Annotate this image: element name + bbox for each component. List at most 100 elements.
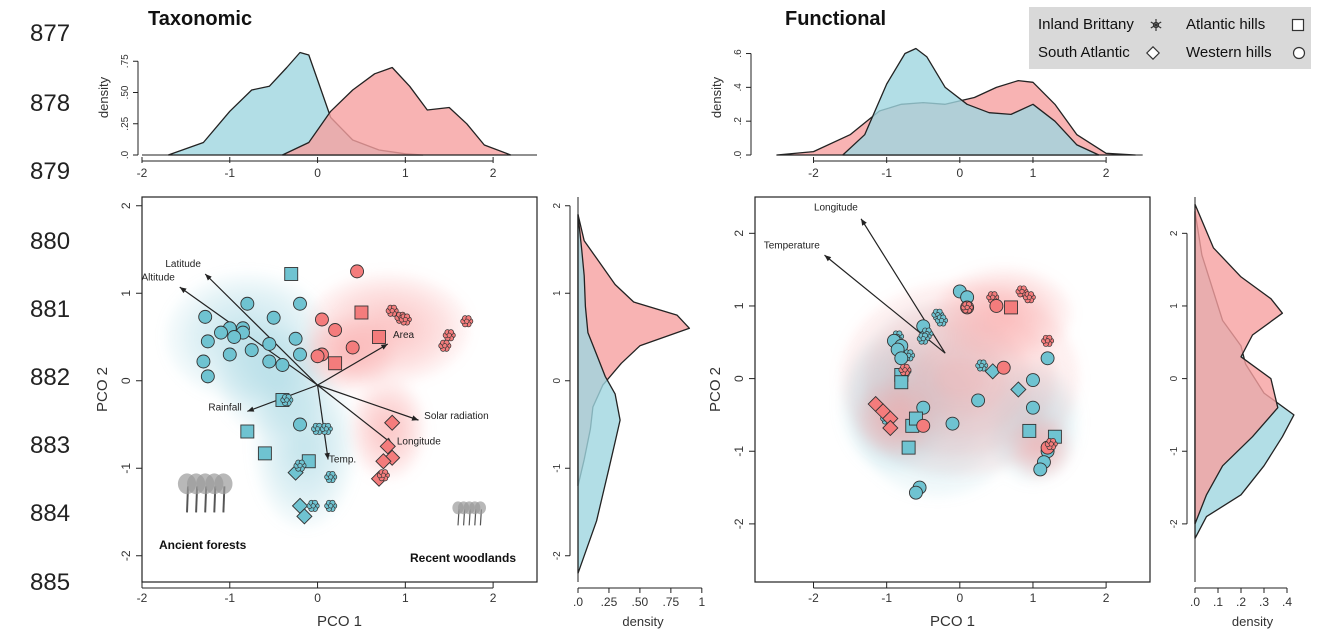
vector-label: Longitude — [814, 203, 858, 214]
y-tick-label: -1 — [1169, 446, 1180, 455]
ancient-point-circle — [222, 347, 237, 362]
recent-point-circle — [314, 312, 329, 327]
recent-point-star — [438, 339, 452, 352]
ancient-point-circle — [971, 393, 986, 408]
star-center — [380, 472, 386, 478]
star-center — [297, 463, 303, 469]
star-center — [938, 317, 945, 324]
x-tick-label: 0 — [314, 166, 321, 180]
x-tick-label: -1 — [881, 166, 892, 180]
x-tick-label: 2 — [490, 166, 497, 180]
recent-point-diamond — [375, 453, 392, 470]
vector-line — [317, 343, 389, 386]
x-tick-label: -1 — [224, 591, 235, 605]
vector-arrowhead — [205, 274, 212, 281]
density-curve — [577, 213, 621, 574]
taxonomic-panel: -2 -1 0 1 2 PCO 1 -2 -1 0 1 2 PCO 2 Latitude Altitude… — [94, 51, 705, 630]
ancient-point-star — [324, 471, 338, 483]
ancient-point-circle — [1026, 373, 1040, 388]
recent-point-circle — [989, 299, 1004, 313]
recent-point-diamond — [882, 419, 899, 437]
vector-label: Longitude — [397, 436, 441, 447]
vector-line — [317, 384, 393, 445]
vector-label: Altitude — [141, 273, 175, 284]
x-tick-label: -2 — [808, 591, 819, 605]
ancient-point-circle — [275, 358, 290, 372]
vector-arrowhead — [824, 255, 832, 262]
star-center — [442, 343, 448, 349]
vector-label: Temperature — [764, 240, 821, 251]
vector-arrowhead — [179, 287, 187, 294]
y-tick-label: 2 — [552, 203, 563, 209]
x-tick-label: .0 — [1190, 595, 1200, 609]
y-tick-label: 1 — [552, 290, 563, 296]
legend-label-south-atlantic: South Atlantic — [1038, 44, 1130, 61]
recent-woodland-tree-icon — [452, 501, 486, 526]
density-curve — [281, 66, 512, 156]
star-center — [964, 304, 970, 310]
vector-arrowhead — [324, 452, 330, 460]
recent-point-star — [398, 313, 412, 326]
line-number: 878 — [30, 90, 71, 117]
legend-label-atlantic-hills: Atlantic hills — [1186, 16, 1266, 33]
square-icon — [1291, 18, 1305, 32]
x-tick-label: 0 — [956, 591, 963, 605]
star-center — [310, 503, 316, 509]
x-axis-label: density — [622, 614, 664, 629]
legend: Inland Brittany Atlantic hills South Atl… — [1029, 7, 1311, 69]
star-icon — [1150, 19, 1162, 31]
y-tick-label: .0 — [120, 150, 131, 159]
taxonomic-title: Taxonomic — [148, 8, 253, 30]
recent-point-star — [385, 304, 399, 317]
circle-icon — [1292, 46, 1306, 60]
x-tick-label: -2 — [137, 166, 148, 180]
ancient-point-circle — [262, 354, 277, 369]
y-tick-label: .2 — [733, 117, 744, 126]
recent-point-square — [372, 330, 386, 344]
line-number: 877 — [30, 20, 71, 47]
y-tick-label: -2 — [1169, 519, 1180, 528]
top-density: -2 -1 0 1 2 .0 .2 .4 .6 density — [709, 47, 1143, 180]
diamond-icon — [1146, 46, 1160, 60]
x-tick-label: 2 — [490, 591, 497, 605]
y-tick-label: 0 — [552, 378, 563, 384]
ancient-point-star — [916, 332, 930, 345]
x-tick-label: .3 — [1259, 595, 1269, 609]
recent-point-star — [442, 329, 456, 342]
y-tick-label: -2 — [732, 518, 746, 529]
vector-line — [317, 384, 419, 421]
x-axis-label: density — [1232, 614, 1274, 629]
x-axis-label: PCO 1 — [317, 613, 362, 630]
ancient-point-circle — [293, 417, 307, 432]
x-tick-label: 2 — [1103, 591, 1110, 605]
density-curve — [842, 47, 1100, 156]
ancient-point-circle — [908, 485, 923, 500]
x-tick-label: 1 — [1030, 166, 1037, 180]
x-tick-label: .50 — [632, 595, 649, 609]
y-tick-label: 0 — [732, 375, 746, 382]
ancient-point-star — [306, 499, 320, 512]
star-center — [284, 397, 290, 403]
x-tick-label: .1 — [1213, 595, 1223, 609]
star-center — [1019, 288, 1025, 294]
ancient-point-circle — [200, 334, 215, 349]
ancient-point-star — [324, 499, 338, 512]
y-tick-label: .50 — [120, 85, 131, 99]
ancient-point-circle — [945, 416, 960, 431]
recent-point-square — [1004, 300, 1018, 315]
recent-point-circle — [350, 264, 365, 279]
recent-point-circle — [328, 323, 343, 337]
y-tick-label: 1 — [119, 290, 133, 297]
y-tick-label: -1 — [552, 463, 563, 472]
recent-point-diamond — [379, 438, 396, 455]
x-tick-label: 1 — [402, 591, 409, 605]
x-tick-label: .2 — [1236, 595, 1246, 609]
recent-point-star — [960, 301, 974, 314]
ancient-point-circle — [1040, 351, 1055, 366]
x-tick-label: 2 — [1103, 166, 1110, 180]
ancient-point-diamond — [296, 508, 313, 525]
ancient-point-circle — [240, 296, 255, 311]
y-tick-label: 2 — [1169, 230, 1180, 236]
ancient-point-square — [1022, 423, 1037, 438]
canopy — [214, 473, 233, 495]
